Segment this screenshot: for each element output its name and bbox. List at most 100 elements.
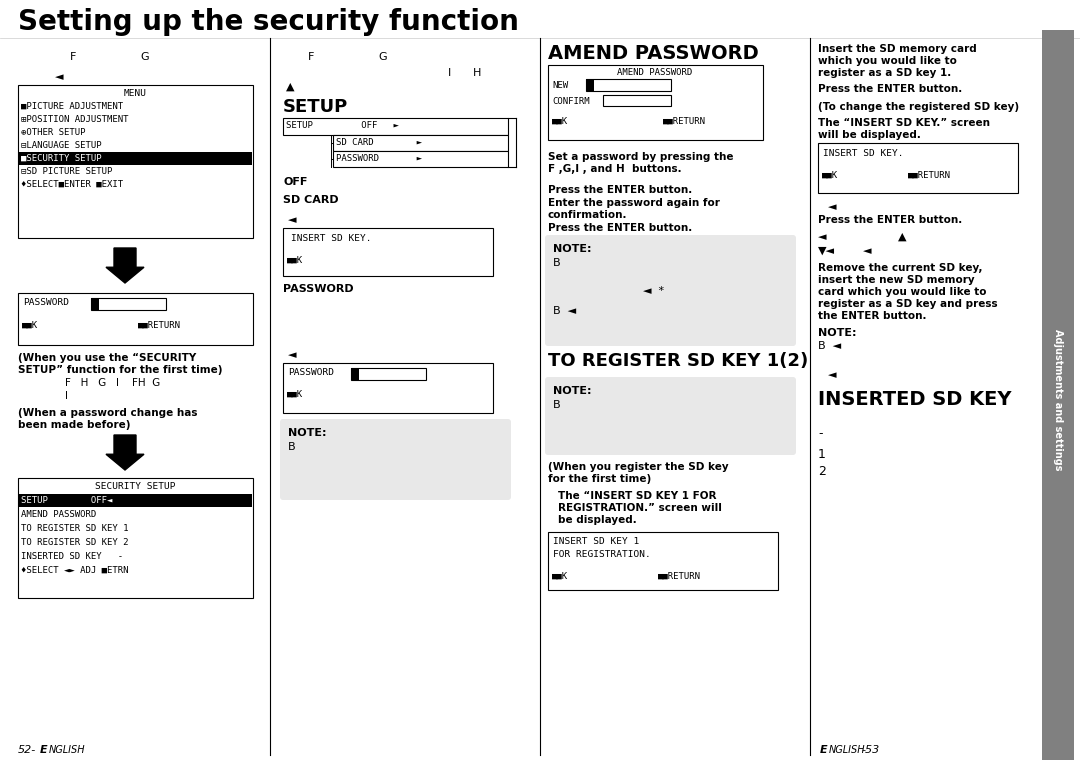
- Text: ◄: ◄: [828, 202, 837, 212]
- Text: B  ◄: B ◄: [553, 306, 576, 316]
- Text: ■■K: ■■K: [287, 390, 303, 399]
- Text: confirmation.: confirmation.: [548, 210, 627, 220]
- Text: OFF: OFF: [283, 177, 308, 187]
- Text: ■■K: ■■K: [822, 171, 838, 180]
- Text: B  ◄: B ◄: [818, 341, 841, 351]
- Text: AMEND PASSWORD: AMEND PASSWORD: [618, 68, 692, 77]
- Text: Press the ENTER button.: Press the ENTER button.: [818, 84, 962, 94]
- Bar: [283, 228, 492, 276]
- Text: ⊟LANGUAGE SETUP: ⊟LANGUAGE SETUP: [21, 141, 102, 150]
- Text: NOTE:: NOTE:: [553, 386, 592, 396]
- Text: I: I: [65, 391, 68, 401]
- Bar: [586, 79, 594, 91]
- Text: F ,G,I , and H  buttons.: F ,G,I , and H buttons.: [548, 164, 681, 174]
- Text: register as a SD key 1.: register as a SD key 1.: [818, 68, 951, 78]
- Text: The “INSERT SD KEY 1 FOR: The “INSERT SD KEY 1 FOR: [558, 491, 716, 501]
- Text: F   H   G   I    FH  G: F H G I FH G: [65, 378, 160, 388]
- Text: TO REGISTER SD KEY 1(2): TO REGISTER SD KEY 1(2): [548, 352, 808, 370]
- Text: SD CARD        ►: SD CARD ►: [336, 138, 422, 147]
- Text: ⊟SD PICTURE SETUP: ⊟SD PICTURE SETUP: [21, 167, 112, 176]
- Bar: [19, 494, 252, 507]
- Text: B: B: [553, 258, 561, 268]
- Text: ■■K: ■■K: [552, 117, 568, 126]
- FancyBboxPatch shape: [280, 419, 511, 500]
- Text: NGLISH: NGLISH: [829, 745, 866, 755]
- Text: Setting up the security function: Setting up the security function: [18, 8, 518, 36]
- Text: AMEND PASSWORD: AMEND PASSWORD: [21, 510, 96, 519]
- Text: ◄: ◄: [55, 72, 64, 82]
- Text: ■■RETURN: ■■RETURN: [138, 321, 181, 330]
- Text: INSERTED SD KEY: INSERTED SD KEY: [818, 390, 1012, 409]
- Bar: [18, 293, 253, 345]
- Text: INSERT SD KEY 1: INSERT SD KEY 1: [553, 537, 639, 546]
- Text: SECURITY SETUP: SECURITY SETUP: [95, 482, 175, 491]
- Text: ♦SELECT■ENTER ■EXIT: ♦SELECT■ENTER ■EXIT: [21, 180, 123, 189]
- Bar: [603, 95, 671, 106]
- Bar: [283, 118, 508, 135]
- Text: INSERT SD KEY.: INSERT SD KEY.: [291, 234, 372, 243]
- Text: 1: 1: [818, 448, 826, 461]
- Text: REGISTRATION.” screen will: REGISTRATION.” screen will: [558, 503, 721, 513]
- Text: ◄: ◄: [288, 350, 297, 360]
- Bar: [548, 65, 762, 140]
- Text: (When you use the “SECURITY: (When you use the “SECURITY: [18, 353, 197, 363]
- Text: SETUP: SETUP: [283, 98, 348, 116]
- Text: ◄: ◄: [818, 232, 826, 242]
- Text: ◄  *: ◄ *: [643, 286, 664, 296]
- Text: Press the ENTER button.: Press the ENTER button.: [818, 215, 962, 225]
- Text: SETUP” function for the first time): SETUP” function for the first time): [18, 365, 222, 375]
- Text: ◄: ◄: [863, 246, 872, 256]
- Text: card which you would like to: card which you would like to: [818, 287, 986, 297]
- Text: 52-: 52-: [18, 745, 37, 755]
- Text: -: -: [818, 427, 823, 440]
- Text: NOTE:: NOTE:: [553, 244, 592, 254]
- Text: ▲: ▲: [286, 82, 295, 92]
- Text: PASSWORD: PASSWORD: [288, 368, 334, 377]
- Text: B: B: [288, 442, 296, 452]
- Text: SETUP        OFF◄: SETUP OFF◄: [21, 496, 112, 505]
- FancyBboxPatch shape: [545, 235, 796, 346]
- Bar: [333, 135, 508, 151]
- Text: ▼◄: ▼◄: [818, 246, 835, 256]
- Polygon shape: [106, 435, 144, 470]
- Text: FOR REGISTRATION.: FOR REGISTRATION.: [553, 550, 651, 559]
- Text: ▲: ▲: [897, 232, 906, 242]
- Text: (When you register the SD key: (When you register the SD key: [548, 462, 729, 472]
- Text: been made before): been made before): [18, 420, 131, 430]
- Bar: [19, 152, 252, 165]
- Text: ■■K: ■■K: [22, 321, 38, 330]
- Text: INSERTED SD KEY   -: INSERTED SD KEY -: [21, 552, 123, 561]
- Text: (To change the registered SD key): (To change the registered SD key): [818, 102, 1020, 112]
- Text: ■■K: ■■K: [552, 572, 568, 581]
- Text: ⊕OTHER SETUP: ⊕OTHER SETUP: [21, 128, 85, 137]
- Text: NOTE:: NOTE:: [818, 328, 856, 338]
- Bar: [333, 151, 508, 167]
- Text: for the first time): for the first time): [548, 474, 651, 484]
- Text: will be displayed.: will be displayed.: [818, 130, 921, 140]
- Text: ♦SELECT ◄► ADJ ■ETRN: ♦SELECT ◄► ADJ ■ETRN: [21, 566, 129, 575]
- Text: insert the new SD memory: insert the new SD memory: [818, 275, 974, 285]
- Text: (When a password change has: (When a password change has: [18, 408, 198, 418]
- Text: ■■RETURN: ■■RETURN: [658, 572, 701, 581]
- Text: The “INSERT SD KEY.” screen: The “INSERT SD KEY.” screen: [818, 118, 990, 128]
- Text: -53: -53: [861, 745, 879, 755]
- Text: ◄: ◄: [288, 215, 297, 225]
- Text: G: G: [378, 52, 387, 62]
- Text: ■PICTURE ADJUSTMENT: ■PICTURE ADJUSTMENT: [21, 102, 123, 111]
- Bar: [18, 478, 253, 598]
- Text: Remove the current SD key,: Remove the current SD key,: [818, 263, 983, 273]
- Text: be displayed.: be displayed.: [558, 515, 637, 525]
- Bar: [18, 85, 253, 238]
- Text: ■SECURITY SETUP: ■SECURITY SETUP: [21, 154, 102, 163]
- Text: ◄: ◄: [828, 370, 837, 380]
- Text: Press the ENTER button.: Press the ENTER button.: [548, 185, 692, 195]
- Text: E: E: [820, 745, 827, 755]
- Text: 2: 2: [818, 465, 826, 478]
- Text: H: H: [473, 68, 482, 78]
- Text: SETUP         OFF   ►: SETUP OFF ►: [286, 121, 399, 130]
- Bar: [1042, 30, 1074, 760]
- Text: register as a SD key and press: register as a SD key and press: [818, 299, 998, 309]
- Text: SD CARD: SD CARD: [283, 195, 339, 205]
- Text: CONFIRM: CONFIRM: [552, 97, 590, 106]
- Bar: [351, 368, 426, 380]
